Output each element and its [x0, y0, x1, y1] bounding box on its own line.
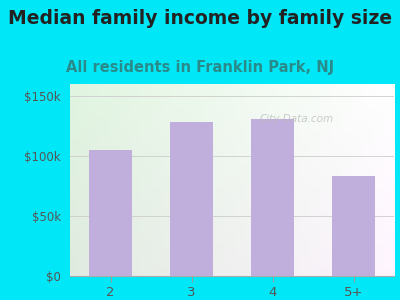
Text: All residents in Franklin Park, NJ: All residents in Franklin Park, NJ [66, 60, 334, 75]
Text: City-Data.com: City-Data.com [260, 114, 334, 124]
Bar [332, 176, 374, 276]
Bar [170, 122, 212, 276]
Bar [252, 119, 294, 276]
Bar [90, 150, 132, 276]
Text: Median family income by family size: Median family income by family size [8, 9, 392, 28]
